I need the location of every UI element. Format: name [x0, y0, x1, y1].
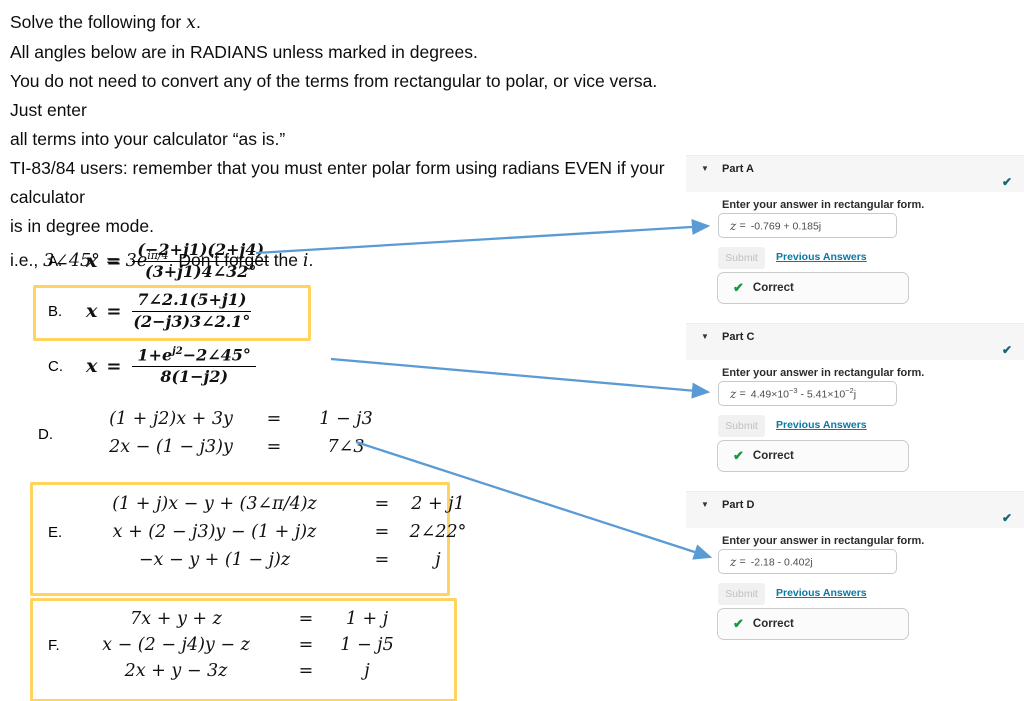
completed-check-icon: ✔ — [1001, 343, 1012, 357]
part-a-header[interactable]: ▼ Part A ✔ — [686, 155, 1024, 192]
arrow-c-to-part-c — [330, 357, 711, 399]
correct-check-icon: ✔ — [733, 448, 744, 463]
correct-check-icon: ✔ — [733, 616, 744, 631]
part-a-panel: ▼ Part A ✔ Enter your answer in rectangu… — [686, 155, 1024, 323]
collapse-triangle-icon[interactable]: ▼ — [701, 500, 709, 509]
intro-line-6: is in degree mode. — [10, 216, 154, 236]
completed-check-icon: ✔ — [1001, 175, 1012, 189]
problem-e-label: E. — [48, 524, 63, 541]
answer-prompt: Enter your answer in rectangular form. — [722, 535, 925, 547]
correct-status: ✔ Correct — [717, 272, 909, 304]
answer-prompt: Enter your answer in rectangular form. — [722, 199, 925, 211]
problem-d-label: D. — [38, 426, 53, 443]
part-title: Part C — [722, 331, 755, 343]
intro-line-2: All angles below are in RADIANS unless m… — [10, 42, 478, 62]
submit-button[interactable]: Submit — [718, 415, 765, 437]
answer-input[interactable]: z = -2.18 - 0.402j — [718, 549, 897, 574]
problem-b-var: x — [86, 300, 98, 322]
problem-b-fraction: 7∠2.1(5+j1) (2−j3)3∠2.1° — [132, 289, 252, 331]
problem-d-equations: (1 + j2)x + 3y = 1 − j3 2x − (1 − j3)y = 7∠3 — [109, 409, 373, 457]
answer-prompt: Enter your answer in rectangular form. — [722, 367, 925, 379]
problem-c-label: C. — [48, 357, 63, 375]
problem-a-label: A. — [48, 252, 63, 270]
collapse-triangle-icon[interactable]: ▼ — [701, 332, 709, 341]
part-c-header[interactable]: ▼ Part C ✔ — [686, 323, 1024, 360]
correct-status: ✔ Correct — [717, 608, 909, 640]
answer-input[interactable]: z = -0.769 + 0.185j — [718, 213, 897, 238]
problem-a: A. x = (−2+j1)(2+j4) (3+j1)4∠32° — [48, 236, 270, 286]
intro-line-1: Solve the following for x. — [10, 12, 201, 33]
problem-c-var: x — [86, 355, 98, 377]
answer-value: -0.769 + 0.185j — [750, 220, 822, 233]
problem-a-var: x — [86, 250, 98, 272]
intro-line-7: i.e., 3∠45° = 3eiπ/4. Don’t forget the i… — [10, 249, 314, 271]
completed-check-icon: ✔ — [1001, 511, 1012, 525]
correct-status: ✔ Correct — [717, 440, 909, 472]
correct-check-icon: ✔ — [733, 280, 744, 295]
part-d-header[interactable]: ▼ Part D ✔ — [686, 491, 1024, 528]
problem-a-fraction: (−2+j1)(2+j4) (3+j1)4∠32° — [132, 240, 270, 281]
answer-input[interactable]: z = 4.49×10−3 - 5.41×10−2j — [718, 381, 897, 406]
previous-answers-link[interactable]: Previous Answers — [776, 587, 867, 599]
problem-b-label: B. — [48, 302, 63, 320]
instructions-text: Solve the following for x. All angles be… — [10, 8, 670, 276]
part-title: Part A — [722, 163, 754, 175]
part-title: Part D — [722, 499, 755, 511]
problem-f-label: F. — [48, 637, 60, 654]
answer-value: 4.49×10−3 - 5.41×10−2j — [750, 386, 857, 401]
part-c-panel: ▼ Part C ✔ Enter your answer in rectangu… — [686, 323, 1024, 491]
part-d-panel: ▼ Part D ✔ Enter your answer in rectangu… — [686, 491, 1024, 659]
highlight-box-f — [30, 598, 457, 701]
answer-value: -2.18 - 0.402j — [750, 556, 813, 569]
problem-e-equations: (1 + j)x − y + (3∠π/4)z = 2 + j1 x + (2 − … — [112, 494, 467, 570]
intro-line-5: TI-83/84 users: remember that you must e… — [10, 158, 665, 207]
problem-c-fraction: 1+ej2−2∠45° 8(1−j2) — [132, 345, 256, 386]
previous-answers-link[interactable]: Previous Answers — [776, 419, 867, 431]
problem-c: C. x = 1+ej2−2∠45° 8(1−j2) — [48, 341, 256, 391]
problem-b: B. x = 7∠2.1(5+j1) (2−j3)3∠2.1° — [48, 289, 252, 331]
problem-f-equations: 7x + y + z = 1 + j x − (2 − j4)y − z = 1 − j… — [102, 609, 394, 681]
submit-button[interactable]: Submit — [718, 583, 765, 605]
intro-line-4: all terms into your calculator “as is.” — [10, 129, 286, 149]
intro-line-3: You do not need to convert any of the te… — [10, 71, 658, 120]
collapse-triangle-icon[interactable]: ▼ — [701, 164, 709, 173]
previous-answers-link[interactable]: Previous Answers — [776, 251, 867, 263]
submit-button[interactable]: Submit — [718, 247, 765, 269]
highlight-box-b — [33, 285, 311, 341]
